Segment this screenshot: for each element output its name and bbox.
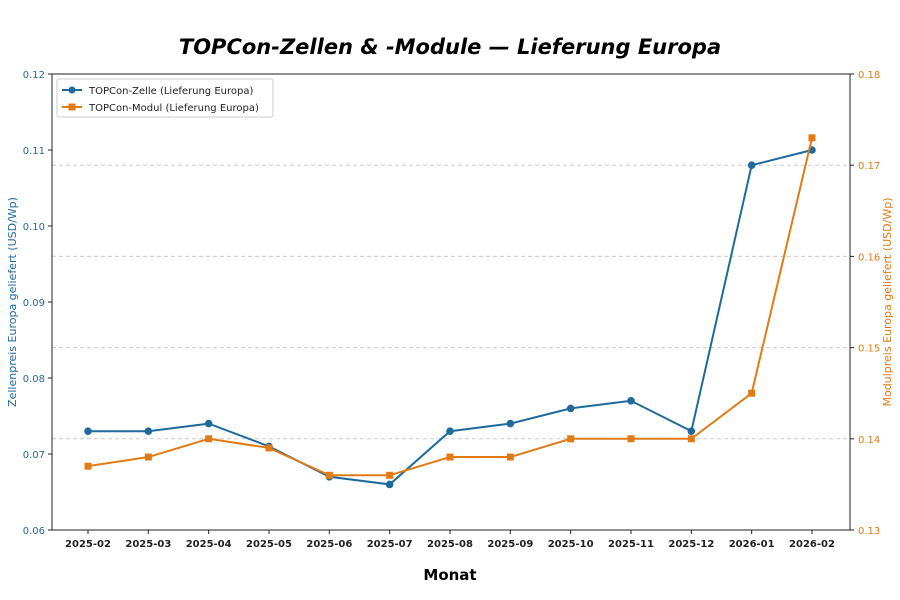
data-point xyxy=(687,427,696,436)
x-tick-label: 2025-05 xyxy=(246,539,292,550)
x-tick-label: 2025-07 xyxy=(367,539,413,550)
data-point xyxy=(687,435,695,443)
legend-marker xyxy=(68,103,76,111)
chart-title: TOPCon-Zellen & -Module — Lieferung Euro… xyxy=(179,35,721,59)
data-point xyxy=(265,444,273,452)
y-left-tick-label: 0.09 xyxy=(23,298,45,309)
data-point xyxy=(205,435,213,443)
data-point xyxy=(446,453,454,461)
y-left-tick-label: 0.08 xyxy=(23,374,45,385)
y-right-tick-label: 0.18 xyxy=(858,70,880,81)
plot-frame xyxy=(51,73,851,531)
x-tick-label: 2025-12 xyxy=(668,539,714,550)
y-left-tick-label: 0.06 xyxy=(23,526,45,537)
series-modul xyxy=(84,134,816,479)
data-point xyxy=(808,134,816,142)
x-tick-label: 2025-11 xyxy=(608,539,654,550)
x-tick-label: 2025-10 xyxy=(548,539,594,550)
data-point xyxy=(84,462,92,470)
y-right-tick-label: 0.16 xyxy=(858,252,880,263)
x-tick-label: 2026-01 xyxy=(729,539,775,550)
data-point xyxy=(144,453,152,461)
y-right-tick-label: 0.13 xyxy=(858,526,880,537)
series-zelle xyxy=(84,146,816,489)
data-point xyxy=(566,404,575,413)
x-tick-label: 2025-09 xyxy=(487,539,533,550)
y-right-tick-label: 0.15 xyxy=(858,344,880,355)
x-tick-label: 2025-08 xyxy=(427,539,473,550)
legend-label: TOPCon-Zelle (Lieferung Europa) xyxy=(88,86,253,97)
legend-label: TOPCon-Modul (Lieferung Europa) xyxy=(88,103,259,114)
data-point xyxy=(204,419,213,428)
data-point xyxy=(627,397,635,405)
y-right-tick-label: 0.17 xyxy=(858,161,880,172)
data-point xyxy=(385,480,394,489)
data-point xyxy=(386,471,394,479)
data-point xyxy=(446,427,454,436)
data-point xyxy=(627,435,635,443)
y-left-tick-label: 0.07 xyxy=(23,450,45,461)
data-point xyxy=(84,427,92,436)
data-point xyxy=(748,389,756,397)
x-axis-label: Monat xyxy=(423,566,476,584)
data-point xyxy=(567,435,575,443)
legend: TOPCon-Zelle (Lieferung Europa) TOPCon-Mo… xyxy=(56,78,274,118)
data-point xyxy=(144,427,153,436)
data-point xyxy=(325,471,333,479)
y-right-tick-label: 0.14 xyxy=(858,435,880,446)
data-point xyxy=(747,161,756,169)
y-left-tick-label: 0.10 xyxy=(23,222,45,233)
data-point xyxy=(506,453,514,461)
x-tick-label: 2025-03 xyxy=(125,539,171,550)
y-axis-right-label: Modulpreis Europa geliefert (USD/Wp) xyxy=(881,198,894,407)
x-tick-label: 2025-04 xyxy=(186,539,232,550)
legend-marker xyxy=(68,86,76,94)
y-left-tick-label: 0.12 xyxy=(23,70,45,81)
x-tick-label: 2025-06 xyxy=(306,539,352,550)
y-left-tick-label: 0.11 xyxy=(23,146,45,157)
y-axis-left-label: Zellenpreis Europa geliefert (USD/Wp) xyxy=(6,197,19,407)
x-tick-label: 2026-02 xyxy=(789,539,835,550)
data-point xyxy=(506,419,515,428)
x-tick-label: 2025-02 xyxy=(65,539,111,550)
